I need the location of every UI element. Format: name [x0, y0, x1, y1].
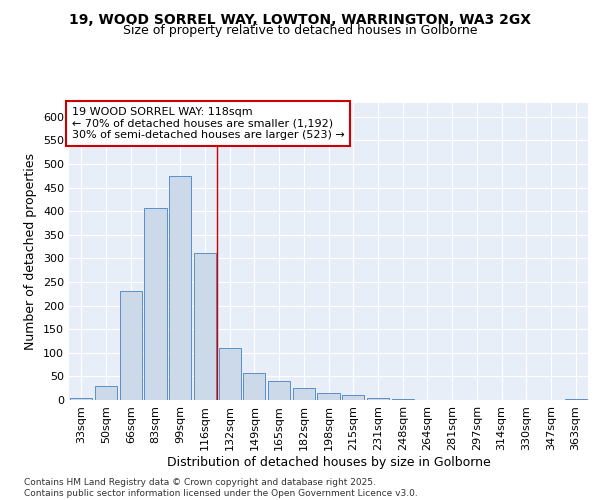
Y-axis label: Number of detached properties: Number of detached properties — [25, 153, 37, 350]
Text: 19, WOOD SORREL WAY, LOWTON, WARRINGTON, WA3 2GX: 19, WOOD SORREL WAY, LOWTON, WARRINGTON,… — [69, 12, 531, 26]
Bar — [342, 396, 364, 400]
Bar — [565, 399, 587, 400]
Bar — [169, 176, 191, 400]
Text: Size of property relative to detached houses in Golborne: Size of property relative to detached ho… — [123, 24, 477, 37]
Text: 19 WOOD SORREL WAY: 118sqm
← 70% of detached houses are smaller (1,192)
30% of s: 19 WOOD SORREL WAY: 118sqm ← 70% of deta… — [71, 107, 344, 140]
Bar — [392, 398, 414, 400]
Bar — [293, 388, 315, 400]
Bar — [70, 398, 92, 400]
Bar — [317, 394, 340, 400]
Bar — [119, 292, 142, 400]
Bar — [194, 252, 216, 400]
Bar — [268, 381, 290, 400]
Bar — [145, 208, 167, 400]
Text: Contains HM Land Registry data © Crown copyright and database right 2025.
Contai: Contains HM Land Registry data © Crown c… — [24, 478, 418, 498]
Bar — [95, 386, 117, 400]
Bar — [243, 373, 265, 400]
Bar — [367, 398, 389, 400]
Bar — [218, 348, 241, 400]
X-axis label: Distribution of detached houses by size in Golborne: Distribution of detached houses by size … — [167, 456, 490, 468]
